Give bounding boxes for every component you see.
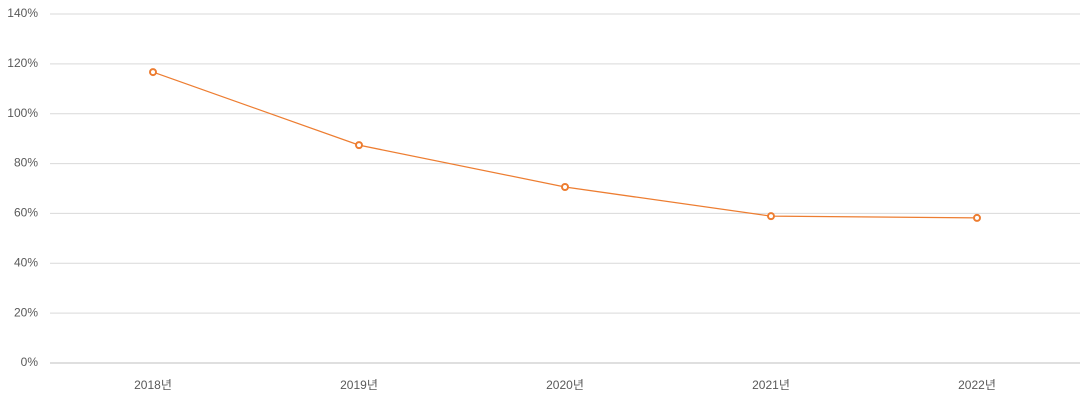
x-tick-label: 2021년 [752,378,790,392]
y-tick-label: 140% [7,6,38,20]
point-marker [973,213,981,222]
y-tick-label: 60% [14,206,38,220]
point-marker [355,141,363,150]
y-tick-label: 80% [14,156,38,170]
y-tick-label: 100% [7,106,38,120]
point-marker [561,183,569,192]
x-tick-label: 2018년 [134,378,172,392]
x-tick-label: 2020년 [546,378,584,392]
point-marker [149,68,157,77]
y-tick-label: 40% [14,255,38,269]
x-tick-label: 2022년 [958,378,996,392]
y-tick-label: 0% [21,355,39,369]
series-line [152,71,978,219]
x-tick-label: 2019년 [340,378,378,392]
y-tick-label: 120% [7,56,38,70]
y-tick-label: 20% [14,305,38,319]
point-marker [767,212,775,221]
